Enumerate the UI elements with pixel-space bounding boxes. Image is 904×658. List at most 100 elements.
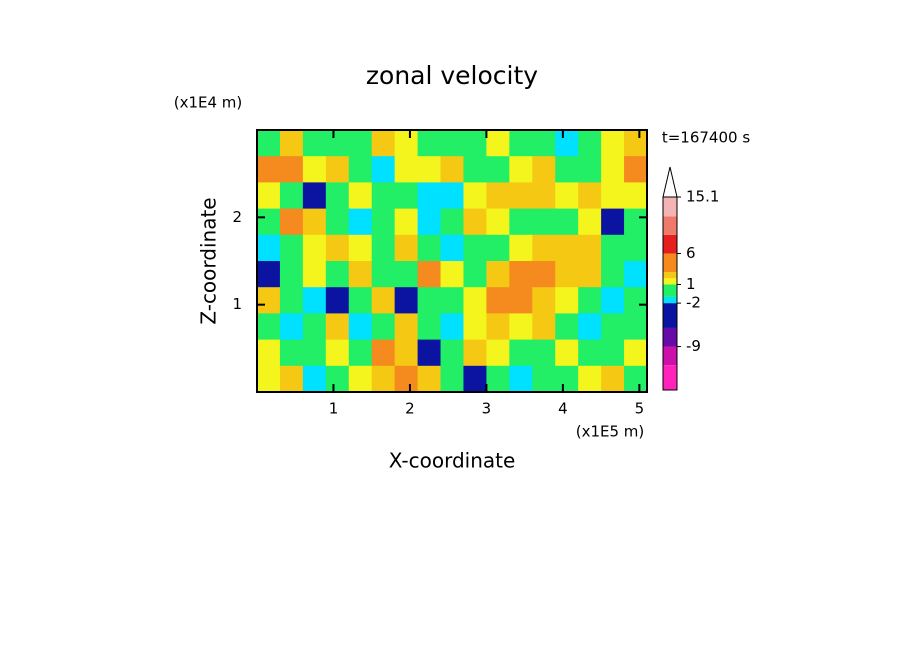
field-cell [440,339,464,367]
field-cell [532,130,556,157]
field-cell [440,208,464,236]
field-cell [302,313,327,341]
y-tick-label: 1 [232,295,242,313]
field-cell [555,182,579,210]
field-cell [440,261,464,288]
field-cell [371,182,396,210]
field-cell [486,287,510,314]
field-cell [371,234,396,262]
field-cell [624,234,648,262]
field-cell [463,208,487,236]
field-cell [325,313,350,341]
y-unit: (x1E4 m) [174,94,243,112]
field-cell [279,182,304,210]
x-tick-label: 3 [482,400,492,418]
field-cell [348,261,373,288]
field-cell [417,208,442,236]
colorbar-bin [663,365,677,390]
field-cell [257,208,281,236]
field-cell [371,208,396,236]
field-cell [279,339,304,367]
field-cell [601,261,625,288]
field-cell [555,339,579,367]
field-cell [394,287,419,314]
field-cell [257,313,281,341]
field-cell [279,287,304,314]
field-cell [624,156,648,183]
field-cell [348,208,373,236]
field-cell [601,234,625,262]
colorbar-bin [663,272,677,279]
field-cell [279,313,304,341]
field-cell [257,287,281,314]
field-cell [348,365,373,393]
field-cell [440,130,464,157]
field-cell [325,156,350,183]
field-cell [371,156,396,183]
field-cell [509,261,533,288]
field-cell [371,339,396,367]
colorbar-extend [662,166,678,198]
field-cell [257,156,281,183]
field-cell [302,130,327,157]
field-cell [463,365,487,393]
field-cell [371,130,396,157]
field-cell [348,234,373,262]
field-cell [624,365,648,393]
field-cell [555,130,579,157]
field-cell [394,156,419,183]
field-cell [532,287,556,314]
field-cell [486,339,510,367]
field-cell [279,365,304,393]
field-cell [601,365,625,393]
field-cell [601,156,625,183]
field-cell [325,208,350,236]
field-cell [463,313,487,341]
field-cell [555,156,579,183]
colorbar-bin [663,346,677,366]
field-cell [509,365,533,393]
field-cell [302,208,327,236]
field-cell [578,287,602,314]
time-label: t=167400 s [662,129,750,147]
field-cell [555,365,579,393]
field-cell [279,130,304,157]
field-cell [532,182,556,210]
field-cell [348,287,373,314]
field-cell [279,156,304,183]
x-tick-label: 4 [558,400,568,418]
x-tick-label: 5 [635,400,645,418]
field-cell [601,287,625,314]
colorbar-bin [663,284,677,297]
field-cell [578,313,602,341]
field-cell [325,182,350,210]
field-cell [417,365,442,393]
field-cell [486,156,510,183]
field-cell [302,234,327,262]
field-cell [486,313,510,341]
field-cell [509,130,533,157]
field-cell [325,365,350,393]
field-cell [440,156,464,183]
field-cell [578,182,602,210]
field-cell [532,313,556,341]
field-cell [486,365,510,393]
field-cell [555,261,579,288]
field-cell [555,208,579,236]
field-cell [348,313,373,341]
field-cell [555,313,579,341]
field-cell [257,365,281,393]
field-cell [578,156,602,183]
field-cell [486,130,510,157]
field-cell [624,261,648,288]
colorbar-tick-label: 6 [686,244,696,262]
field-cell [463,261,487,288]
field-cell [601,208,625,236]
field-cell [463,339,487,367]
plot-frame [256,129,648,393]
field-cell [624,339,648,367]
field-cell [463,156,487,183]
field-cell [578,261,602,288]
field-cell [509,234,533,262]
field-cell [302,339,327,367]
